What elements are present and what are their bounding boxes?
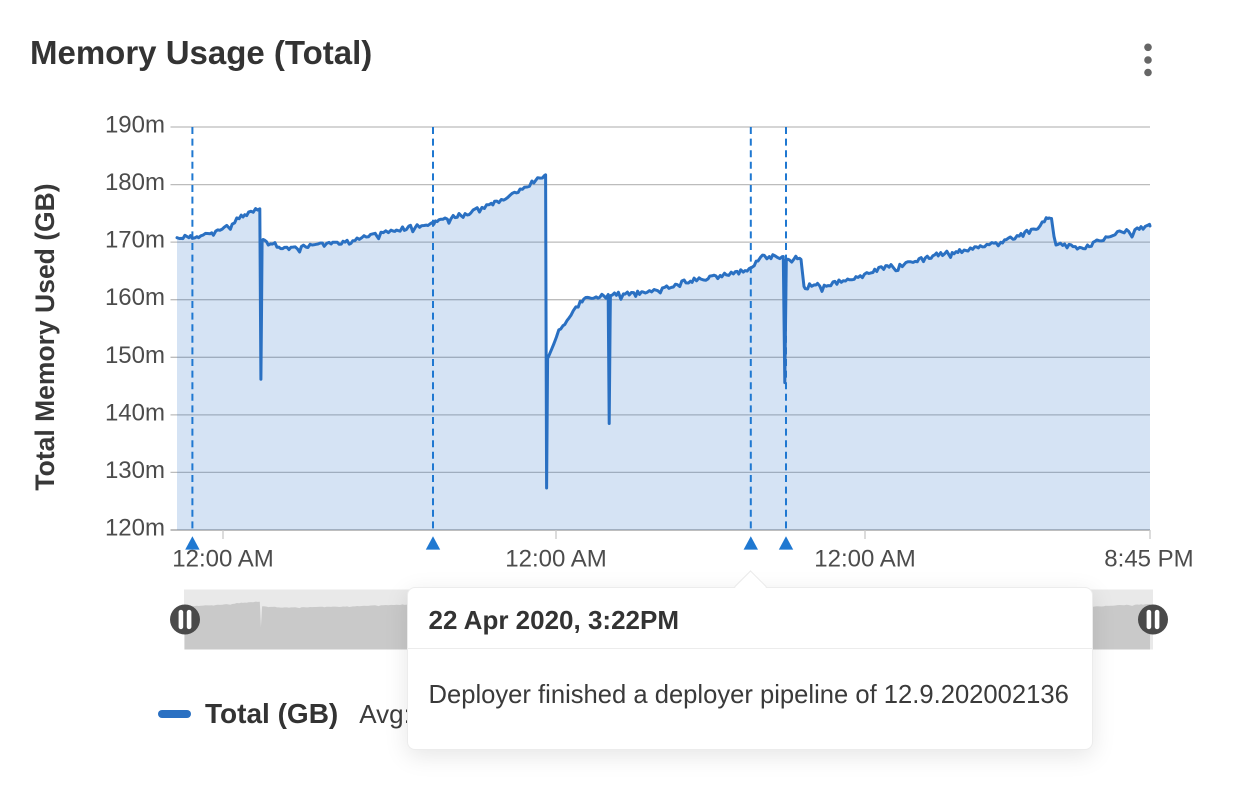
svg-text:180m: 180m [105, 169, 165, 196]
svg-text:160m: 160m [105, 284, 165, 311]
svg-text:12:00 AM: 12:00 AM [505, 546, 606, 573]
svg-text:12:00 AM: 12:00 AM [814, 546, 915, 573]
svg-text:8:45 PM: 8:45 PM [1104, 546, 1193, 573]
svg-text:12:00 AM: 12:00 AM [172, 546, 273, 573]
svg-text:140m: 140m [105, 399, 165, 426]
svg-text:170m: 170m [105, 227, 165, 254]
svg-text:Total Memory Used (GB): Total Memory Used (GB) [30, 183, 60, 490]
svg-text:130m: 130m [105, 457, 165, 484]
svg-text:120m: 120m [105, 515, 165, 542]
svg-text:150m: 150m [105, 342, 165, 369]
svg-text:190m: 190m [105, 112, 165, 139]
